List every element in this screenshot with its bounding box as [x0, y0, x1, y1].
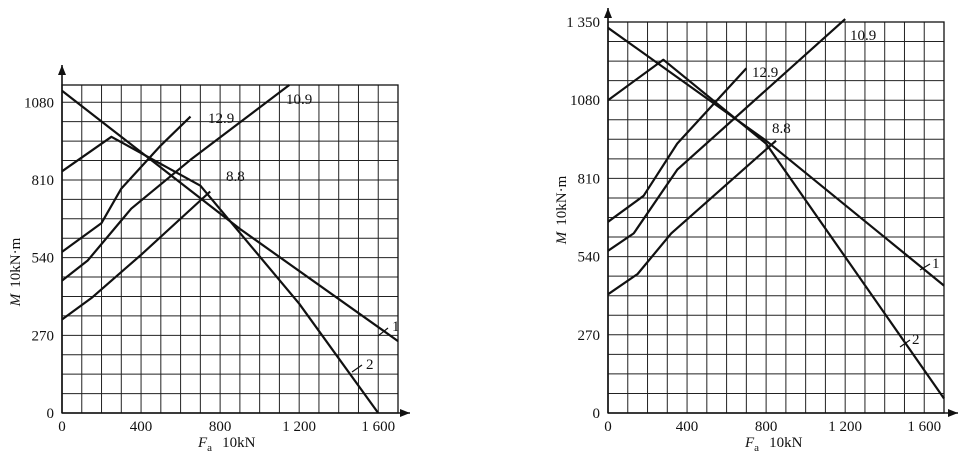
series-line-10-9 — [61, 84, 290, 282]
y-axis-label-unit: 10kN·m — [554, 175, 570, 225]
plot-frame — [61, 84, 399, 414]
y-axis-arrow — [58, 65, 66, 75]
x-axis-label-sub: a — [754, 442, 759, 454]
y-tick-label: 1 350 — [566, 15, 600, 31]
x-axis-label-symbol: F — [197, 435, 208, 451]
x-tick-label: 400 — [676, 419, 699, 435]
x-axis-label-unit: 10kN — [222, 435, 256, 451]
series-line-2 — [61, 135, 380, 414]
series-label-10-9: 10.9 — [850, 28, 876, 44]
x-axis-label-unit: 10kN — [769, 435, 803, 451]
y-axis-label-symbol: M — [8, 292, 24, 307]
series-label-2: 2 — [366, 357, 374, 373]
x-tick-label: 1 200 — [282, 419, 316, 435]
y-axis-label-symbol: M — [554, 230, 570, 245]
label-leader — [377, 327, 389, 337]
x-tick-label: 800 — [755, 419, 778, 435]
chart-right: 0 400 800 1 200 1 600 0 270 540 810 1080 1 350 1 2 12… — [554, 8, 958, 454]
series-label-12-9: 12.9 — [208, 111, 234, 127]
label-leader — [919, 263, 931, 271]
x-axis-label: Fa 10kN — [197, 435, 256, 454]
x-tick-label: 1 600 — [907, 419, 941, 435]
y-tick-label: 540 — [32, 251, 55, 267]
series-label-8-8: 8.8 — [772, 121, 791, 137]
series-line-10-9 — [607, 18, 846, 252]
y-axis-label-unit: 10kN·m — [8, 237, 24, 287]
y-tick-label: 0 — [47, 406, 55, 422]
y-axis-label: M 10kN·m — [554, 175, 570, 245]
y-tick-label: 540 — [578, 250, 601, 266]
label-leader — [899, 339, 911, 348]
x-tick-label: 400 — [130, 419, 153, 435]
y-axis-label: M 10kN·m — [8, 237, 24, 307]
x-tick-label: 1 600 — [361, 419, 395, 435]
series-line-1 — [607, 26, 945, 287]
series-line-1 — [61, 89, 399, 342]
x-axis-label-symbol: F — [744, 435, 755, 451]
x-axis-arrow — [400, 409, 410, 417]
series-line-2 — [607, 58, 945, 400]
chart-left: 0 400 800 1 200 1 600 0 270 540 810 1080 1 2 12.9 10.… — [8, 65, 410, 454]
y-tick-label: 810 — [32, 173, 55, 189]
series-line-12-9 — [607, 67, 748, 223]
series-label-8-8: 8.8 — [226, 169, 245, 185]
series-label-1: 1 — [392, 319, 400, 335]
label-leader — [351, 364, 363, 373]
series-line-8-8 — [61, 190, 211, 321]
y-tick-label: 810 — [578, 171, 601, 187]
y-tick-label: 270 — [578, 328, 601, 344]
x-axis-arrow — [948, 409, 958, 417]
series-label-10-9: 10.9 — [286, 92, 312, 108]
x-tick-label: 0 — [604, 419, 612, 435]
x-tick-label: 1 200 — [828, 419, 862, 435]
series-label-12-9: 12.9 — [752, 65, 778, 81]
series-line-12-9 — [61, 115, 192, 253]
x-tick-label: 800 — [209, 419, 232, 435]
x-tick-label: 0 — [58, 419, 66, 435]
y-tick-label: 270 — [32, 328, 55, 344]
y-tick-label: 0 — [593, 406, 601, 422]
x-axis-label: Fa 10kN — [744, 435, 803, 454]
series-label-1: 1 — [932, 256, 940, 272]
y-tick-label: 1080 — [570, 93, 600, 109]
x-axis-label-sub: a — [207, 442, 212, 454]
grid — [61, 85, 399, 414]
series-line-8-8 — [607, 139, 777, 296]
series-label-2: 2 — [912, 332, 920, 348]
y-tick-label: 1080 — [24, 95, 54, 111]
y-axis-arrow — [604, 8, 612, 18]
